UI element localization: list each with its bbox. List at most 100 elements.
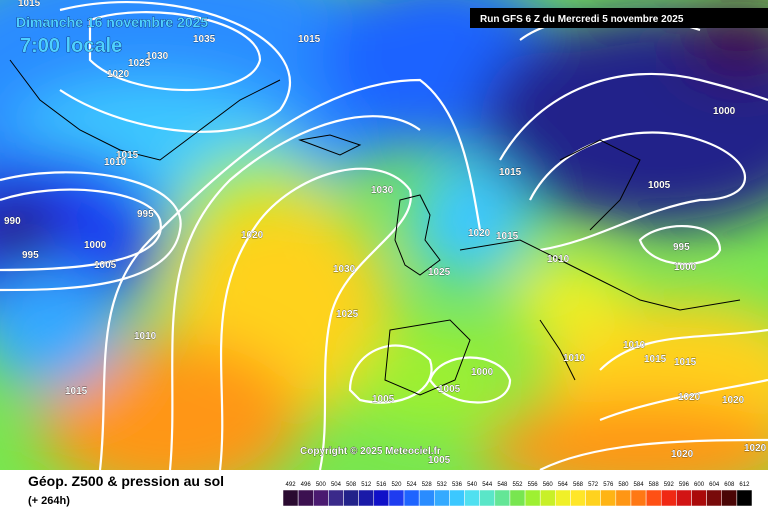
- scale-label: 608: [724, 482, 735, 488]
- isobar-labels: 1015103510301025102010151015101099099599…: [4, 0, 767, 466]
- scale-label: 520: [391, 482, 402, 488]
- scale-swatch: [464, 489, 480, 507]
- scale-label: 560: [543, 482, 554, 488]
- scale-label: 492: [286, 482, 297, 488]
- scale-label: 536: [452, 482, 463, 488]
- scale-label: 504: [331, 482, 342, 488]
- scale-swatch: [358, 489, 375, 507]
- scale-swatch: [570, 489, 586, 507]
- copyright: Copyright © 2025 Meteociel.fr: [300, 446, 441, 457]
- scale-swatch: [282, 489, 299, 507]
- isobar-label: 1025: [128, 58, 151, 69]
- map-time: 7:00 locale: [20, 35, 122, 57]
- isobar-label: 1010: [623, 340, 646, 351]
- color-scale: 492 496 500 504 508 512 516 520 524 528 532 536 540 5…: [282, 482, 753, 507]
- scale-swatch: [494, 489, 511, 507]
- scale-swatch: [403, 489, 420, 507]
- scale-swatch: [297, 489, 314, 507]
- isobar-label: 1010: [563, 353, 586, 364]
- scale-swatch: [418, 489, 435, 507]
- scale-label: 580: [618, 482, 629, 488]
- isobar-label: 1035: [193, 34, 216, 45]
- isobar-label: 1015: [18, 0, 41, 9]
- scale-label: 588: [649, 482, 660, 488]
- isobar-label: 995: [673, 242, 690, 253]
- isobar-label: 1020: [241, 230, 264, 241]
- scale-swatch: [630, 489, 647, 507]
- scale-label: 604: [709, 482, 720, 488]
- footer-lead: (+ 264h): [28, 495, 70, 507]
- scale-label: 500: [316, 482, 327, 488]
- scale-label: 540: [467, 482, 478, 488]
- scale-swatch: [736, 489, 753, 507]
- scale-label: 524: [407, 482, 418, 488]
- scale-label: 564: [558, 482, 569, 488]
- scale-swatch: [434, 489, 450, 507]
- scale-swatch: [373, 489, 390, 507]
- scale-label: 576: [603, 482, 614, 488]
- scale-label: 556: [528, 482, 539, 488]
- scale-swatch: [645, 489, 662, 507]
- isobar-label: 1020: [107, 69, 130, 80]
- scale-swatch: [660, 489, 677, 507]
- scale-swatch: [721, 489, 738, 507]
- scale-swatch: [585, 489, 601, 507]
- isobar-label: 1005: [438, 384, 461, 395]
- isobar-label: 1030: [333, 264, 356, 275]
- scale-label: 568: [573, 482, 584, 488]
- isobar-label: 1015: [116, 150, 139, 161]
- map-date: Dimanche 16 novembre 2025: [16, 14, 208, 30]
- isobar-label: 1020: [671, 449, 694, 460]
- scale-label: 512: [361, 482, 372, 488]
- isobar-label: 995: [22, 250, 39, 261]
- scale-swatch: [388, 489, 405, 507]
- scale-swatch: [615, 489, 632, 507]
- scale-label: 552: [512, 482, 523, 488]
- isobar-label: 1000: [471, 367, 494, 378]
- isobar-label: 1010: [134, 331, 157, 342]
- scale-label: 544: [482, 482, 493, 488]
- scale-label: 596: [679, 482, 690, 488]
- scale-swatch: [313, 489, 329, 507]
- run-info: Run GFS 6 Z du Mercredi 5 novembre 2025: [480, 14, 684, 25]
- isobar-label: 1010: [104, 157, 127, 168]
- isobar-label: 1020: [468, 228, 491, 239]
- scale-swatch: [676, 489, 692, 507]
- scale-swatch: [479, 489, 496, 507]
- scale-label: 584: [634, 482, 645, 488]
- isobar-label: 1030: [371, 185, 394, 196]
- isobar-label: 1030: [146, 51, 169, 62]
- scale-label: 592: [664, 482, 675, 488]
- scale-label: 612: [739, 482, 750, 488]
- scale-label: 508: [346, 482, 357, 488]
- coastlines: [9, 59, 741, 396]
- isobar-label: 1000: [674, 262, 697, 273]
- scale-swatch: [706, 489, 722, 507]
- isobar-label: 1005: [372, 394, 395, 405]
- scale-swatch: [343, 489, 359, 507]
- scale-swatch: [449, 489, 465, 507]
- map: 1015103510301025102010151015101099099599…: [0, 0, 768, 470]
- scale-swatch: [524, 489, 541, 507]
- isobar-label: 995: [137, 209, 154, 220]
- isobar-label: 1015: [65, 386, 88, 397]
- isobar-label: 1025: [428, 267, 451, 278]
- isobar-label: 1025: [336, 309, 359, 320]
- run-box: [470, 8, 768, 28]
- scale-label: 600: [694, 482, 705, 488]
- isobar-label: 1020: [744, 443, 767, 454]
- isobar-label: 1010: [547, 254, 570, 265]
- isobar-label: 1000: [84, 240, 107, 251]
- scale-label: 516: [376, 482, 387, 488]
- isobar-label: 1000: [713, 106, 736, 117]
- isobar-label: 1015: [499, 167, 522, 178]
- isobar-label: 1015: [674, 357, 697, 368]
- isobar-label: 1015: [496, 231, 519, 242]
- scale-label: 572: [588, 482, 599, 488]
- scale-swatch: [555, 489, 571, 507]
- scale-swatch: [509, 489, 526, 507]
- scale-swatch: [328, 489, 344, 507]
- isobar-label: 1005: [648, 180, 671, 191]
- isobar-label: 1015: [298, 34, 321, 45]
